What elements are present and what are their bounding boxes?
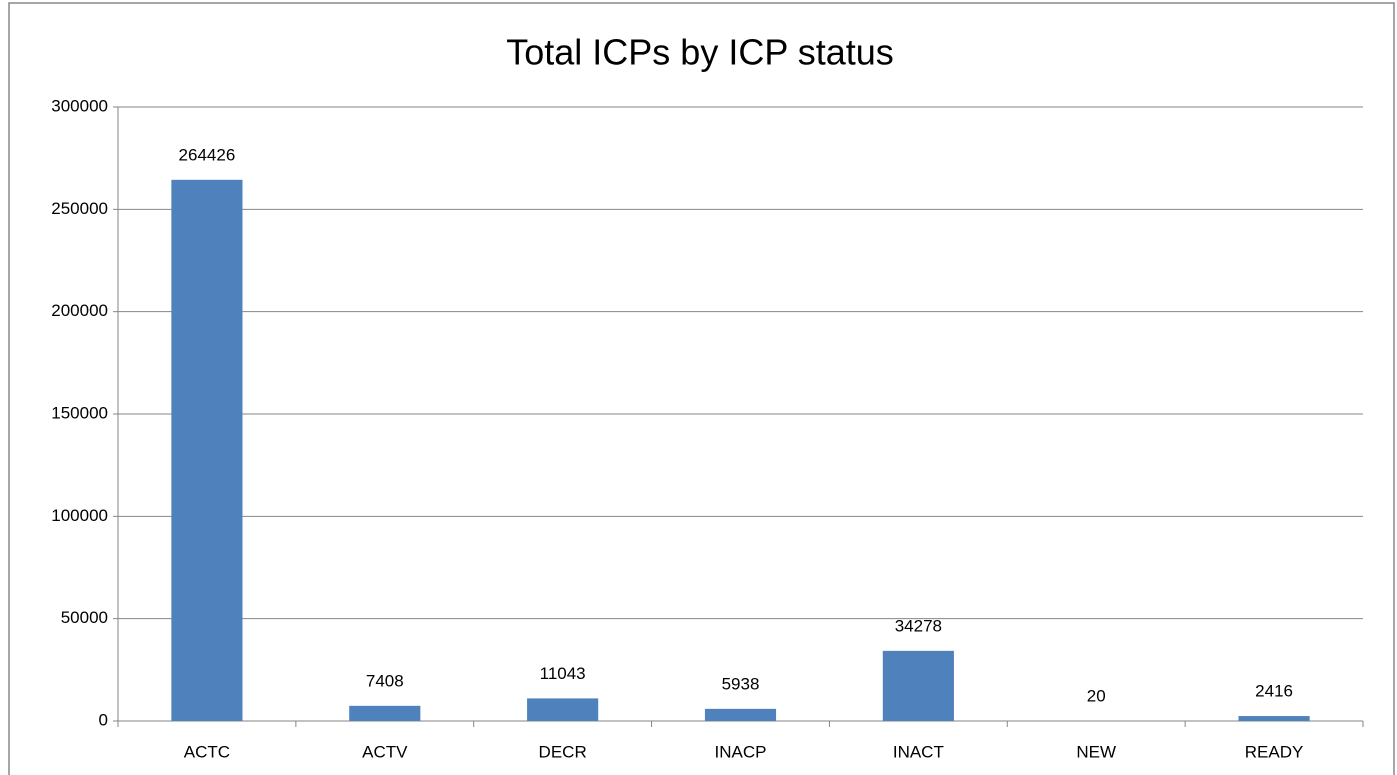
data-label: 20 xyxy=(1087,686,1106,705)
data-label: 264426 xyxy=(179,145,236,164)
bar xyxy=(349,705,421,721)
y-tick-label: 250000 xyxy=(51,199,108,218)
y-tick-label: 200000 xyxy=(51,301,108,320)
x-tick-label: READY xyxy=(1245,742,1304,761)
x-tick-label: INACP xyxy=(715,742,767,761)
bar xyxy=(171,179,243,722)
data-label: 2416 xyxy=(1255,682,1293,701)
data-label: 11043 xyxy=(540,664,586,683)
y-tick-label: 0 xyxy=(99,710,108,729)
x-tick-label: ACTC xyxy=(184,742,230,761)
bar xyxy=(527,698,599,721)
data-label: 34278 xyxy=(895,616,942,635)
y-tick-label: 50000 xyxy=(61,608,108,627)
x-tick-label: ACTV xyxy=(362,742,408,761)
x-tick-label: INACT xyxy=(893,742,944,761)
bar xyxy=(882,650,954,721)
bar xyxy=(704,708,777,721)
x-tick-label: NEW xyxy=(1076,742,1116,761)
x-tick-label: DECR xyxy=(539,742,587,761)
data-label: 7408 xyxy=(366,671,404,690)
data-label: 5938 xyxy=(722,674,760,693)
bar xyxy=(1238,716,1310,721)
y-tick-label: 150000 xyxy=(51,403,108,422)
y-tick-label: 100000 xyxy=(51,506,108,525)
chart-title: Total ICPs by ICP status xyxy=(506,32,894,73)
y-tick-label: 300000 xyxy=(51,96,108,115)
